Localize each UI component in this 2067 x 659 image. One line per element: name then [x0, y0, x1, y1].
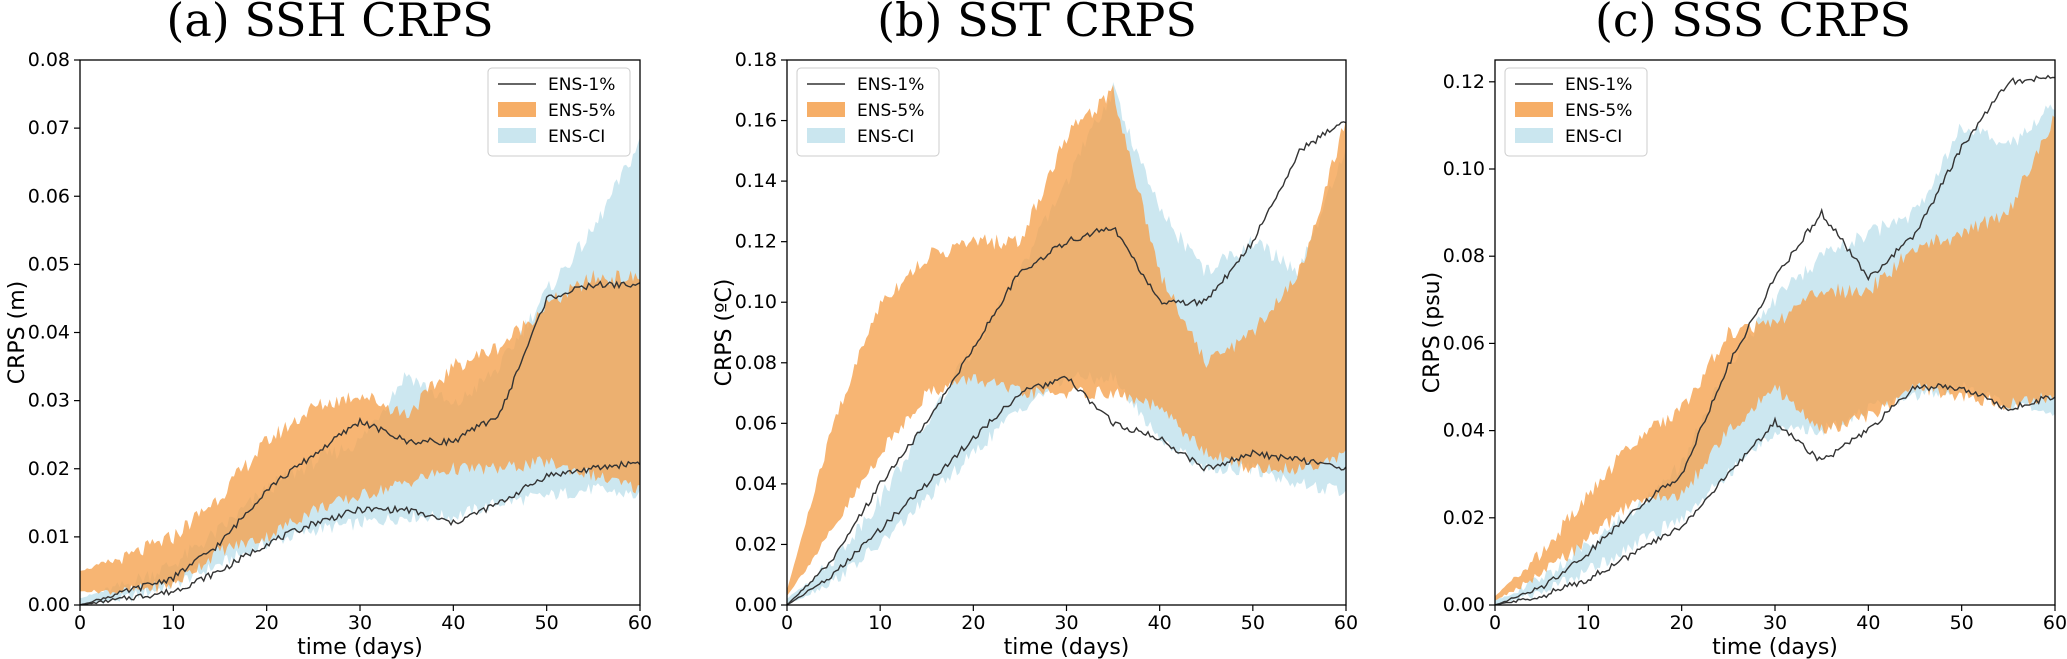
plot-area — [80, 137, 640, 605]
x-tick-label: 40 — [1148, 612, 1172, 634]
chart-title: (c) SSS CRPS — [1595, 0, 1911, 47]
x-tick-label: 20 — [961, 612, 985, 634]
x-tick-label: 20 — [255, 612, 279, 634]
y-tick-label: 0.02 — [735, 533, 777, 555]
x-tick-label: 0 — [781, 612, 793, 634]
line-ens-1-lower — [1495, 382, 2055, 605]
y-tick-label: 0.02 — [28, 458, 70, 480]
y-tick-label: 0.00 — [735, 594, 777, 616]
y-tick-label: 0.04 — [735, 473, 777, 495]
y-tick-label: 0.12 — [1443, 71, 1485, 93]
y-tick-label: 0.16 — [735, 110, 777, 132]
chart-title: (b) SST CRPS — [877, 0, 1197, 47]
legend-swatch-ens-ci — [1515, 128, 1553, 143]
line-ens-1-lower — [787, 375, 1346, 605]
x-tick-label: 10 — [161, 612, 185, 634]
chart-panel-1: 0 10 20 30 40 50 60 0.00 0.02 0.04 0.06 0.08 0.10 0.1… — [712, 0, 1358, 659]
band-ens-ci — [80, 137, 640, 605]
x-axis-label: time (days) — [297, 635, 423, 659]
legend-label: ENS-1% — [857, 75, 924, 95]
legend: ENS-1% ENS-5% ENS-CI — [796, 67, 940, 157]
chart-panel-0: 0 10 20 30 40 50 60 0.00 0.01 0.02 0.03 0.04 0.05 0.0… — [5, 0, 652, 659]
chart-panel-2: 0 10 20 30 40 50 60 0.00 0.02 0.04 0.06 0.08 0.10 0.1… — [1420, 0, 2067, 659]
y-tick-label: 0.10 — [735, 291, 777, 313]
y-axis-label: CRPS (ºC) — [712, 279, 737, 387]
x-tick-label: 30 — [1763, 612, 1787, 634]
y-tick-label: 0.00 — [1443, 594, 1485, 616]
legend: ENS-1% ENS-5% ENS-CI — [1504, 67, 1648, 157]
y-tick-label: 0.06 — [735, 412, 777, 434]
x-tick-label: 10 — [1576, 612, 1600, 634]
x-tick-label: 50 — [1950, 612, 1974, 634]
x-tick-label: 60 — [1334, 612, 1358, 634]
line-ens-1-upper — [787, 121, 1346, 605]
band-ens-5- — [1495, 115, 2055, 601]
y-tick-label: 0.02 — [1443, 507, 1485, 529]
y-axis-label: CRPS (m) — [5, 281, 30, 384]
y-tick-label: 0.06 — [1443, 332, 1485, 354]
legend-label: ENS-CI — [548, 127, 605, 147]
line-ens-1-upper — [80, 280, 640, 605]
legend-swatch-ens-5- — [807, 102, 845, 117]
band-ens-5- — [80, 270, 640, 595]
y-tick-label: 0.10 — [1443, 158, 1485, 180]
y-tick-label: 0.07 — [28, 117, 70, 139]
y-tick-label: 0.08 — [1443, 245, 1485, 267]
line-ens-1-upper — [1495, 74, 2055, 605]
chart-title: (a) SSH CRPS — [166, 0, 493, 47]
x-tick-label: 50 — [1241, 612, 1265, 634]
legend-label: ENS-1% — [1565, 75, 1632, 95]
y-tick-label: 0.03 — [28, 390, 70, 412]
y-tick-label: 0.05 — [28, 253, 70, 275]
x-tick-label: 20 — [1670, 612, 1694, 634]
legend-label: ENS-CI — [1565, 127, 1622, 147]
x-axis-label: time (days) — [1712, 635, 1838, 659]
legend-swatch-ens-5- — [1515, 102, 1553, 117]
x-axis-label: time (days) — [1004, 635, 1130, 659]
y-tick-label: 0.04 — [28, 322, 70, 344]
y-tick-label: 0.04 — [1443, 420, 1485, 442]
x-tick-label: 40 — [441, 612, 465, 634]
legend-swatch-ens-ci — [807, 128, 845, 143]
y-tick-label: 0.14 — [735, 170, 777, 192]
x-tick-label: 10 — [868, 612, 892, 634]
legend-swatch-ens-5- — [498, 102, 536, 117]
y-tick-label: 0.08 — [28, 49, 70, 71]
plot-area — [1495, 74, 2055, 605]
legend: ENS-1% ENS-5% ENS-CI — [487, 67, 631, 157]
x-tick-label: 0 — [74, 612, 86, 634]
y-tick-label: 0.00 — [28, 594, 70, 616]
x-tick-label: 0 — [1489, 612, 1501, 634]
y-tick-label: 0.06 — [28, 185, 70, 207]
plot-area — [787, 82, 1346, 605]
y-tick-label: 0.18 — [735, 49, 777, 71]
y-tick-label: 0.01 — [28, 526, 70, 548]
legend-label: ENS-5% — [1565, 101, 1632, 121]
x-tick-label: 60 — [2043, 612, 2067, 634]
legend-label: ENS-5% — [548, 101, 615, 121]
legend-label: ENS-1% — [548, 75, 615, 95]
y-tick-label: 0.08 — [735, 352, 777, 374]
legend-swatch-ens-ci — [498, 128, 536, 143]
x-tick-label: 40 — [1856, 612, 1880, 634]
band-ens-5- — [787, 84, 1346, 596]
x-tick-label: 60 — [628, 612, 652, 634]
x-tick-label: 30 — [1054, 612, 1078, 634]
x-tick-label: 30 — [348, 612, 372, 634]
x-tick-label: 50 — [535, 612, 559, 634]
line-ens-1-lower — [80, 460, 640, 605]
legend-label: ENS-CI — [857, 127, 914, 147]
y-tick-label: 0.12 — [735, 231, 777, 253]
y-axis-label: CRPS (psu) — [1420, 272, 1445, 393]
legend-label: ENS-5% — [857, 101, 924, 121]
